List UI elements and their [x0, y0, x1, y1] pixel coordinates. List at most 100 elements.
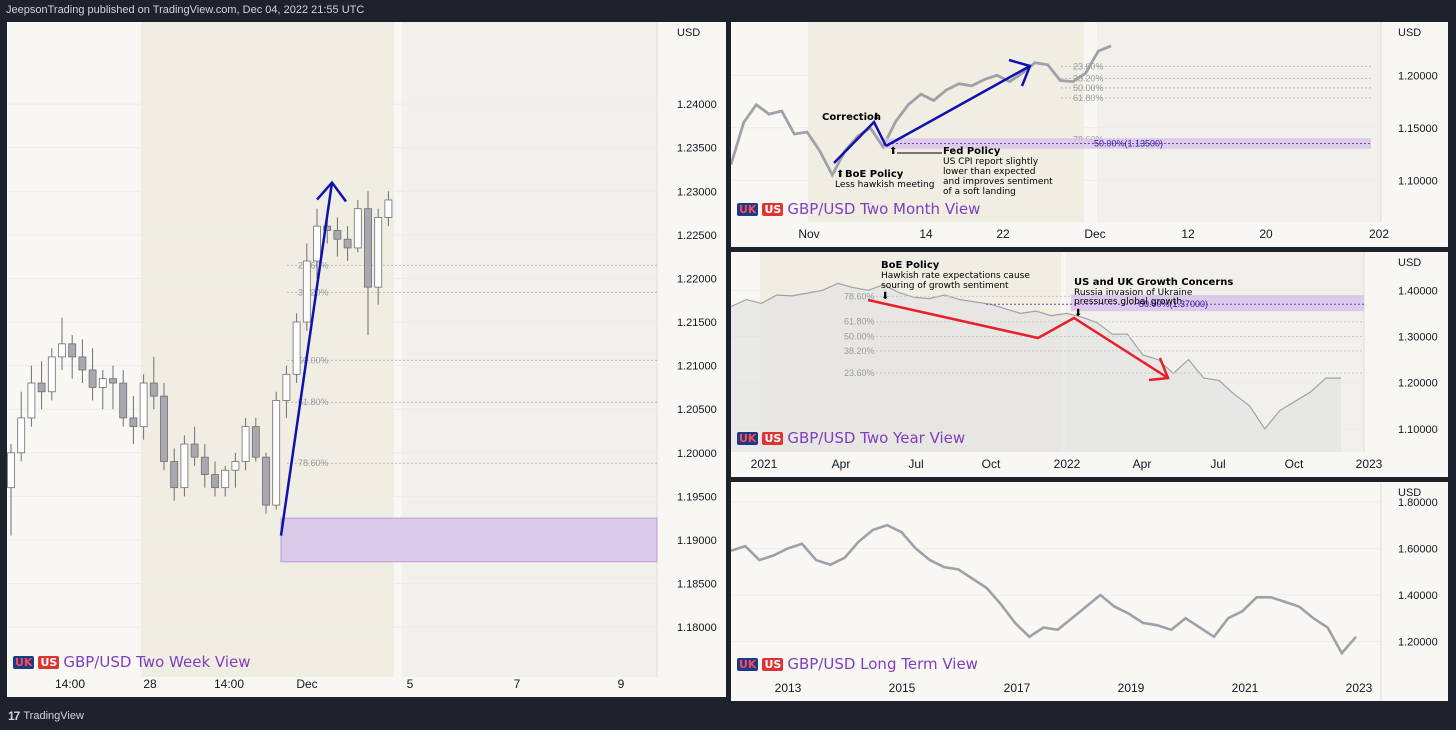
zone	[884, 138, 1371, 149]
fib-label: 61.80%	[844, 317, 875, 327]
fib-label: 38.20%	[1073, 73, 1104, 83]
annotation-text: and improves sentiment	[943, 177, 1053, 187]
fib-label: 23.60%	[1073, 61, 1104, 71]
candle-body	[129, 417, 138, 428]
x-tick-label: Apr	[1133, 457, 1152, 471]
candle-body	[190, 443, 199, 458]
candle-body	[180, 443, 189, 489]
fib-label: 38.20%	[844, 346, 875, 356]
fib-label: 50.00%	[1073, 83, 1104, 93]
y-tick-label: 1.20000	[1398, 70, 1438, 82]
fib-label: 23.60%	[844, 368, 875, 378]
annotation-marker-icon: ⬇	[872, 112, 880, 123]
candle-body	[119, 382, 128, 419]
y-tick-label: 1.30000	[1398, 332, 1438, 344]
annotation-title: BoE Policy	[881, 260, 940, 271]
session-shade	[808, 22, 1084, 222]
uk-flag-icon: UK	[737, 202, 759, 216]
y-tick-label: 1.21000	[677, 361, 717, 373]
x-tick-label: Oct	[982, 457, 1001, 471]
y-tick-label: 1.60000	[1398, 543, 1438, 555]
future-shade	[402, 22, 657, 677]
x-tick-label: 2015	[889, 681, 916, 695]
session-shade	[1097, 22, 1381, 222]
x-tick-label: Nov	[798, 227, 819, 241]
us-flag-icon: US	[762, 657, 784, 671]
x-tick-label: 5	[407, 677, 414, 691]
candle-body	[272, 400, 281, 506]
x-tick-label: 12	[1181, 227, 1195, 241]
candle-body	[27, 382, 36, 419]
panel-title: UK US GBP/USD Two Week View	[13, 653, 251, 671]
y-tick-label: 1.23000	[677, 186, 717, 198]
candle-body	[47, 356, 56, 393]
two-year-chart[interactable]: 1.40000 1.30000 1.20000 1.10000 USD 2021 Apr Ju…	[731, 252, 1448, 477]
annotation-title: Fed Policy	[943, 146, 1001, 157]
y-tick-label: 1.21500	[677, 317, 717, 329]
panel-two-week: 1.24000 1.23500 1.23000 1.22500 1.22000 1.215…	[7, 22, 726, 697]
y-tick-label: 1.23500	[677, 143, 717, 155]
y-tick-label: 1.19000	[677, 535, 717, 547]
annotation-marker-icon: ⬇	[881, 291, 889, 302]
two-month-chart[interactable]: 1.20000 1.15000 1.10000 USD Nov 14 22 Dec 12 20 20…	[731, 22, 1448, 247]
annotation-marker-icon: ⬇	[1074, 308, 1082, 319]
x-tick-label: 20	[1259, 227, 1273, 241]
chart-title: GBP/USD Long Term View	[787, 655, 978, 673]
candle-body	[251, 426, 260, 458]
candle-body	[37, 382, 46, 393]
candle-body	[17, 417, 26, 454]
demand-zone	[280, 517, 658, 563]
candle-body	[333, 230, 342, 240]
candle-body	[313, 225, 321, 262]
candle-body	[353, 208, 362, 249]
candle-body	[384, 199, 393, 218]
x-tick-label: 14:00	[214, 677, 244, 691]
candle-body	[282, 373, 291, 401]
x-tick-label: 2013	[775, 681, 802, 695]
annotation-title: BoE Policy	[845, 169, 904, 180]
candle-body	[170, 461, 179, 489]
trend-arrow-line	[279, 182, 334, 536]
fib-label: 61.80%	[1073, 93, 1104, 103]
fib-label: 78.60%	[844, 291, 875, 301]
panel-two-month: 1.20000 1.15000 1.10000 USD Nov 14 22 Dec 12 20 20…	[731, 22, 1448, 247]
x-tick-label: 2022	[1054, 457, 1081, 471]
x-tick-label: Jul	[908, 457, 923, 471]
annotation-text: pressures global growth	[1074, 297, 1182, 307]
price-line	[731, 523, 1357, 656]
uk-flag-icon: UK	[737, 657, 759, 671]
x-tick-label: Jul	[1210, 457, 1225, 471]
zone-label: 50.00%(1.13500)	[1094, 139, 1163, 149]
candle-body	[139, 382, 148, 428]
x-tick-label: 22	[996, 227, 1010, 241]
currency-label: USD	[677, 27, 700, 39]
y-tick-label: 1.20500	[677, 404, 717, 416]
y-tick-label: 1.18000	[677, 622, 717, 634]
us-flag-icon: US	[762, 431, 784, 445]
candle-body	[231, 461, 240, 471]
x-tick-label: 7	[514, 677, 521, 691]
y-tick-label: 1.18500	[677, 579, 717, 591]
annotation-text: souring of growth sentiment	[881, 281, 1009, 291]
candle-body	[374, 217, 383, 288]
y-tick-label: 1.19500	[677, 491, 717, 503]
annotation-text: Russia invasion of Ukraine	[1074, 288, 1193, 298]
candle-body	[323, 225, 332, 231]
session-shade	[141, 22, 394, 677]
candle-body	[364, 208, 372, 288]
fib-label: 61.80%	[298, 397, 329, 407]
candle-body	[302, 260, 311, 323]
y-tick-label: 1.20000	[1398, 636, 1438, 648]
currency-label: USD	[1398, 257, 1421, 269]
long-term-chart[interactable]: 1.80000 1.60000 1.40000 1.20000 USD 2013 2015 2…	[731, 482, 1448, 701]
x-tick-label: Dec	[296, 677, 317, 691]
candle-body	[7, 452, 15, 489]
two-week-chart[interactable]: 1.24000 1.23500 1.23000 1.22500 1.22000 1.215…	[7, 22, 726, 697]
y-tick-label: 1.40000	[1398, 285, 1438, 297]
y-tick-label: 1.10000	[1398, 424, 1438, 436]
annotation-title: Correction	[822, 112, 881, 123]
x-tick-label: 14:00	[55, 677, 85, 691]
y-tick-label: 1.80000	[1398, 497, 1438, 509]
x-tick-label: 202	[1369, 227, 1389, 241]
y-tick-label: 1.15000	[1398, 123, 1438, 135]
